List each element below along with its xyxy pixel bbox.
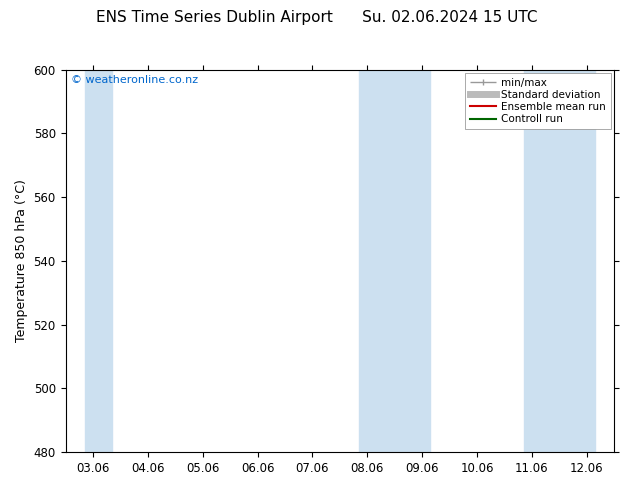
Text: ENS Time Series Dublin Airport      Su. 02.06.2024 15 UTC: ENS Time Series Dublin Airport Su. 02.06…: [96, 10, 538, 25]
Bar: [85, 70, 112, 452]
Text: © weatheronline.co.nz: © weatheronline.co.nz: [71, 75, 198, 85]
Legend: min/max, Standard deviation, Ensemble mean run, Controll run: min/max, Standard deviation, Ensemble me…: [465, 73, 611, 129]
Bar: [524, 70, 595, 452]
Bar: [359, 70, 430, 452]
Y-axis label: Temperature 850 hPa (°C): Temperature 850 hPa (°C): [15, 179, 28, 343]
